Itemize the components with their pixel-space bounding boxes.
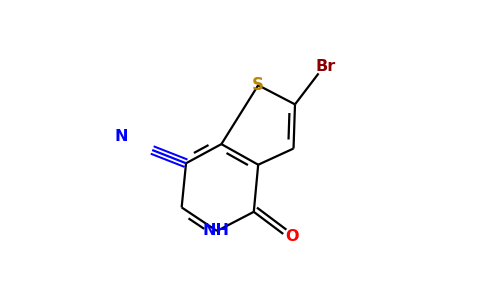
Text: O: O bbox=[285, 230, 299, 244]
Text: NH: NH bbox=[202, 224, 229, 238]
Text: Br: Br bbox=[316, 58, 336, 74]
Text: N: N bbox=[115, 129, 128, 144]
Text: S: S bbox=[252, 76, 264, 94]
